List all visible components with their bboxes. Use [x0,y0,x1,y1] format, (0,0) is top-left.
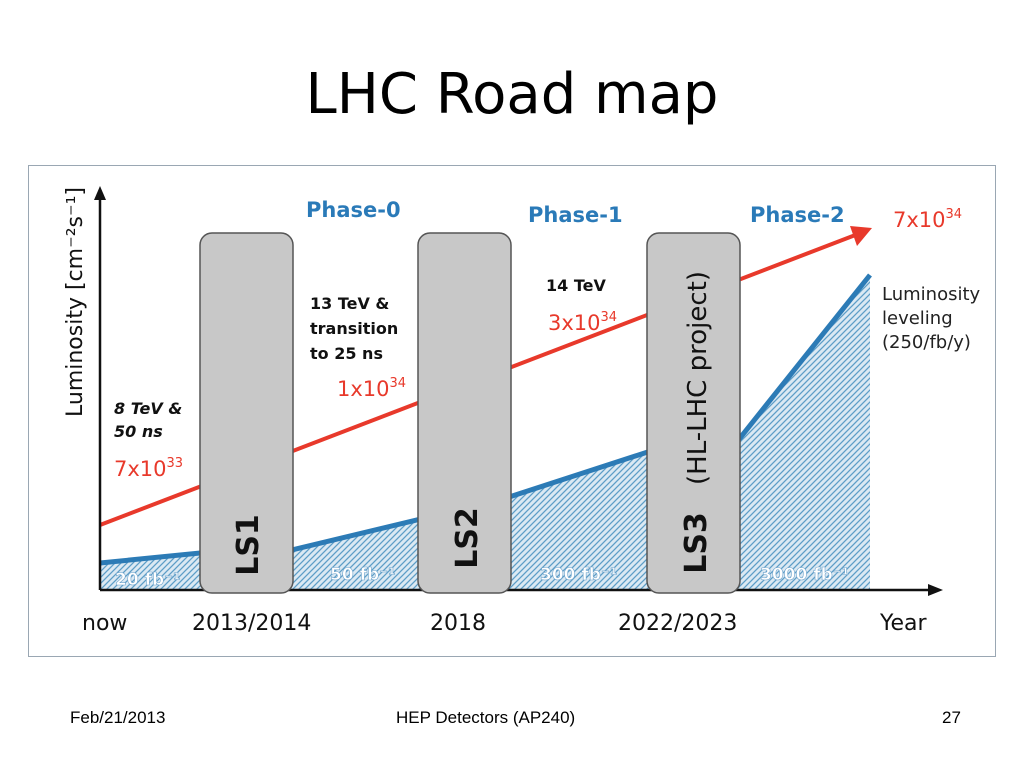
integrated-label-3: 300 fb⁻¹ [540,565,617,585]
y-axis-arrowhead [94,186,106,200]
peak-label-1e34: 1x1034 [337,376,406,401]
condition-run3: 14 TeV [546,276,606,295]
condition-run1: 8 TeV & 50 ns [114,399,188,441]
page-number: 27 [942,708,961,727]
ls3-label: LS3 [679,512,714,574]
y-axis-label: Luminosity [cm⁻²s⁻¹] [63,187,88,417]
peak-label-3e34: 3x1034 [548,310,617,335]
condition-run2: 13 TeV & transition to 25 ns [310,294,404,363]
integrated-label-2: 50 fb⁻¹ [330,565,396,585]
peak-label-7e34: 7x1034 [893,207,962,232]
x-tick-2022-2023: 2022/2023 [618,611,737,636]
integrated-label-4: 3000 fb⁻¹ [760,565,849,585]
ls1-label: LS1 [231,514,266,576]
x-tick-2013-2014: 2013/2014 [192,611,311,636]
footer-date: Feb/21/2013 [70,708,166,727]
phase-2-label: Phase-2 [750,203,845,227]
x-axis-arrowhead [928,584,943,596]
peak-label-7e33: 7x1033 [114,456,183,481]
peak-luminosity-arrowhead [850,226,872,246]
ls2-box: LS2 [417,232,512,594]
ls1-box: LS1 [199,232,294,594]
ls3-box: LS3 (HL-LHC project) [646,232,741,594]
phase-0-label: Phase-0 [306,198,401,222]
ls2-label: LS2 [450,507,485,569]
phase-1-label: Phase-1 [528,203,623,227]
x-tick-2018: 2018 [430,611,486,636]
ls3-note: (HL-LHC project) [683,271,713,485]
footer-title: HEP Detectors (AP240) [396,708,576,727]
x-axis-label: Year [879,611,928,636]
x-tick-now: now [82,611,127,636]
slide-title: LHC Road map [305,62,719,127]
integrated-label-1: 20 fb⁻¹ [115,570,181,590]
leveling-note: Luminosity leveling (250/fb/y) [882,284,986,353]
